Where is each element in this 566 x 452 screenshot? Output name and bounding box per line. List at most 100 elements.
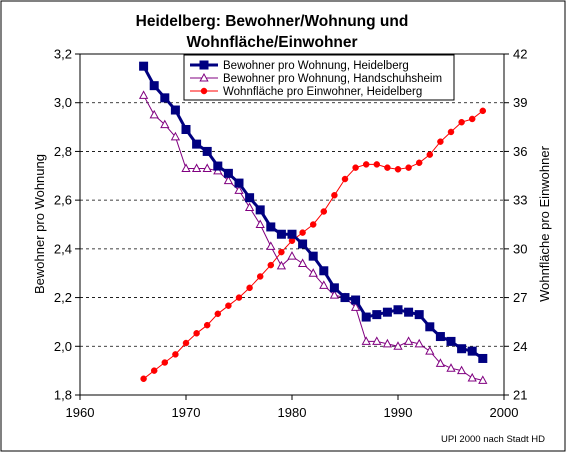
data-point-triangle: [435, 358, 446, 367]
data-point-square: [234, 178, 244, 188]
x-tick-label: 1970: [172, 405, 201, 420]
x-tick-label: 1960: [66, 405, 95, 420]
data-point-circle: [373, 161, 381, 168]
data-point-triangle: [170, 131, 181, 141]
data-point-triangle: [149, 109, 159, 119]
data-point-circle: [200, 87, 208, 95]
data-point-triangle: [382, 338, 393, 348]
data-point-square: [160, 93, 170, 103]
y-tick-label-right: 36: [513, 144, 527, 159]
series-1: [139, 61, 488, 363]
y-tick-label-left: 2,2: [54, 290, 72, 305]
data-point-circle: [352, 164, 359, 171]
y-tick-label-right: 24: [513, 339, 527, 354]
data-point-triangle: [308, 268, 318, 277]
y-tick-label-right: 27: [513, 290, 527, 305]
series-2: [138, 90, 488, 384]
data-point-square: [202, 146, 212, 156]
data-point-square: [372, 310, 382, 320]
legend-box: [183, 54, 455, 101]
data-point-square: [287, 229, 297, 239]
data-point-triangle: [181, 163, 191, 172]
y-tick-label-right: 42: [513, 47, 527, 62]
data-point-circle: [415, 159, 423, 167]
y-tick-label-right: 21: [513, 388, 527, 403]
legend-label: Bewohner pro Wohnung, Heidelberg: [223, 60, 409, 72]
data-point-circle: [235, 294, 243, 301]
data-point-circle: [193, 330, 200, 337]
data-point-circle: [362, 161, 370, 168]
data-point-square: [213, 161, 223, 171]
legend-entry: Wohnfläche pro Einwohner, Heidelberg: [190, 86, 422, 98]
data-point-triangle: [287, 251, 297, 260]
y-axis-left: 1,8 2,0 2,2 2,4 2,6 2,8 3,0 3,2: [54, 47, 80, 403]
x-axis: 1960 1970 1980 1990 2000: [66, 395, 519, 420]
data-point-square: [199, 60, 209, 70]
data-point-triangle: [425, 346, 435, 355]
data-point-triangle: [478, 375, 488, 384]
data-point-circle: [214, 310, 222, 318]
data-point-square: [181, 125, 191, 135]
data-point-triangle: [297, 258, 308, 267]
x-tick-label: 1980: [278, 405, 307, 420]
data-point-triangle: [202, 163, 212, 172]
data-point-triangle: [329, 290, 340, 299]
data-point-circle: [267, 261, 275, 269]
y-axis-right-label: Wohnfläche pro Einwohner: [537, 145, 552, 302]
data-point-square: [382, 307, 392, 317]
data-point-circle: [182, 339, 190, 347]
data-point-circle: [309, 221, 317, 228]
y-tick-label-left: 3,2: [54, 47, 72, 62]
data-point-triangle: [414, 338, 424, 348]
data-point-square: [139, 61, 149, 71]
data-point-square: [414, 310, 424, 320]
x-tick-label: 1990: [384, 405, 413, 420]
data-point-triangle: [191, 163, 202, 172]
data-point-square: [255, 205, 265, 215]
data-point-triangle: [361, 336, 371, 345]
data-point-square: [435, 332, 445, 342]
gridlines: [80, 102, 504, 347]
data-point-square: [276, 229, 286, 239]
data-point-triangle: [372, 336, 382, 345]
data-point-square: [340, 293, 350, 303]
y-tick-label-left: 3,0: [54, 95, 72, 110]
data-point-triangle: [223, 175, 234, 185]
data-point-triangle: [244, 202, 255, 211]
data-point-square: [329, 283, 339, 293]
data-point-circle: [458, 118, 465, 126]
data-point-square: [308, 251, 318, 261]
y-tick-label-right: 30: [513, 241, 527, 256]
data-point-circle: [320, 208, 328, 215]
y-tick-label-right: 39: [513, 95, 527, 110]
data-point-square: [192, 139, 202, 149]
data-point-square: [393, 305, 403, 315]
y-tick-label-right: 33: [513, 193, 527, 208]
data-point-triangle: [393, 341, 403, 350]
data-point-circle: [394, 166, 402, 173]
data-point-square: [319, 266, 329, 276]
data-point-circle: [225, 302, 232, 309]
data-point-circle: [426, 151, 434, 158]
data-point-square: [467, 346, 477, 356]
y-tick-label-left: 2,4: [54, 241, 72, 256]
chart-title-line2: Wohnfläche/Einwohner: [186, 34, 357, 51]
data-point-circle: [278, 248, 285, 256]
data-point-circle: [150, 367, 158, 374]
data-point-triangle: [350, 302, 361, 311]
legend-label: Wohnfläche pro Einwohner, Heidelberg: [223, 86, 422, 98]
data-point-square: [298, 239, 308, 249]
data-point-triangle: [199, 72, 209, 82]
data-point-circle: [256, 273, 264, 280]
y-axis-left-label: Bewohner pro Wohnung: [32, 154, 47, 294]
data-point-circle: [203, 321, 211, 329]
y-tick-label-left: 2,6: [54, 193, 72, 208]
data-point-square: [245, 193, 255, 203]
data-point-triangle: [266, 241, 276, 250]
x-tick-label: 2000: [490, 405, 519, 420]
y-axis-right: 21 24 27 30 33 36 39 42: [504, 47, 527, 403]
legend-label: Bewohner pro Wohnung, Handschuhsheim: [223, 73, 442, 85]
legend: Bewohner pro Wohnung, HeidelbergBewohner…: [183, 54, 455, 101]
data-point-circle: [437, 138, 444, 145]
